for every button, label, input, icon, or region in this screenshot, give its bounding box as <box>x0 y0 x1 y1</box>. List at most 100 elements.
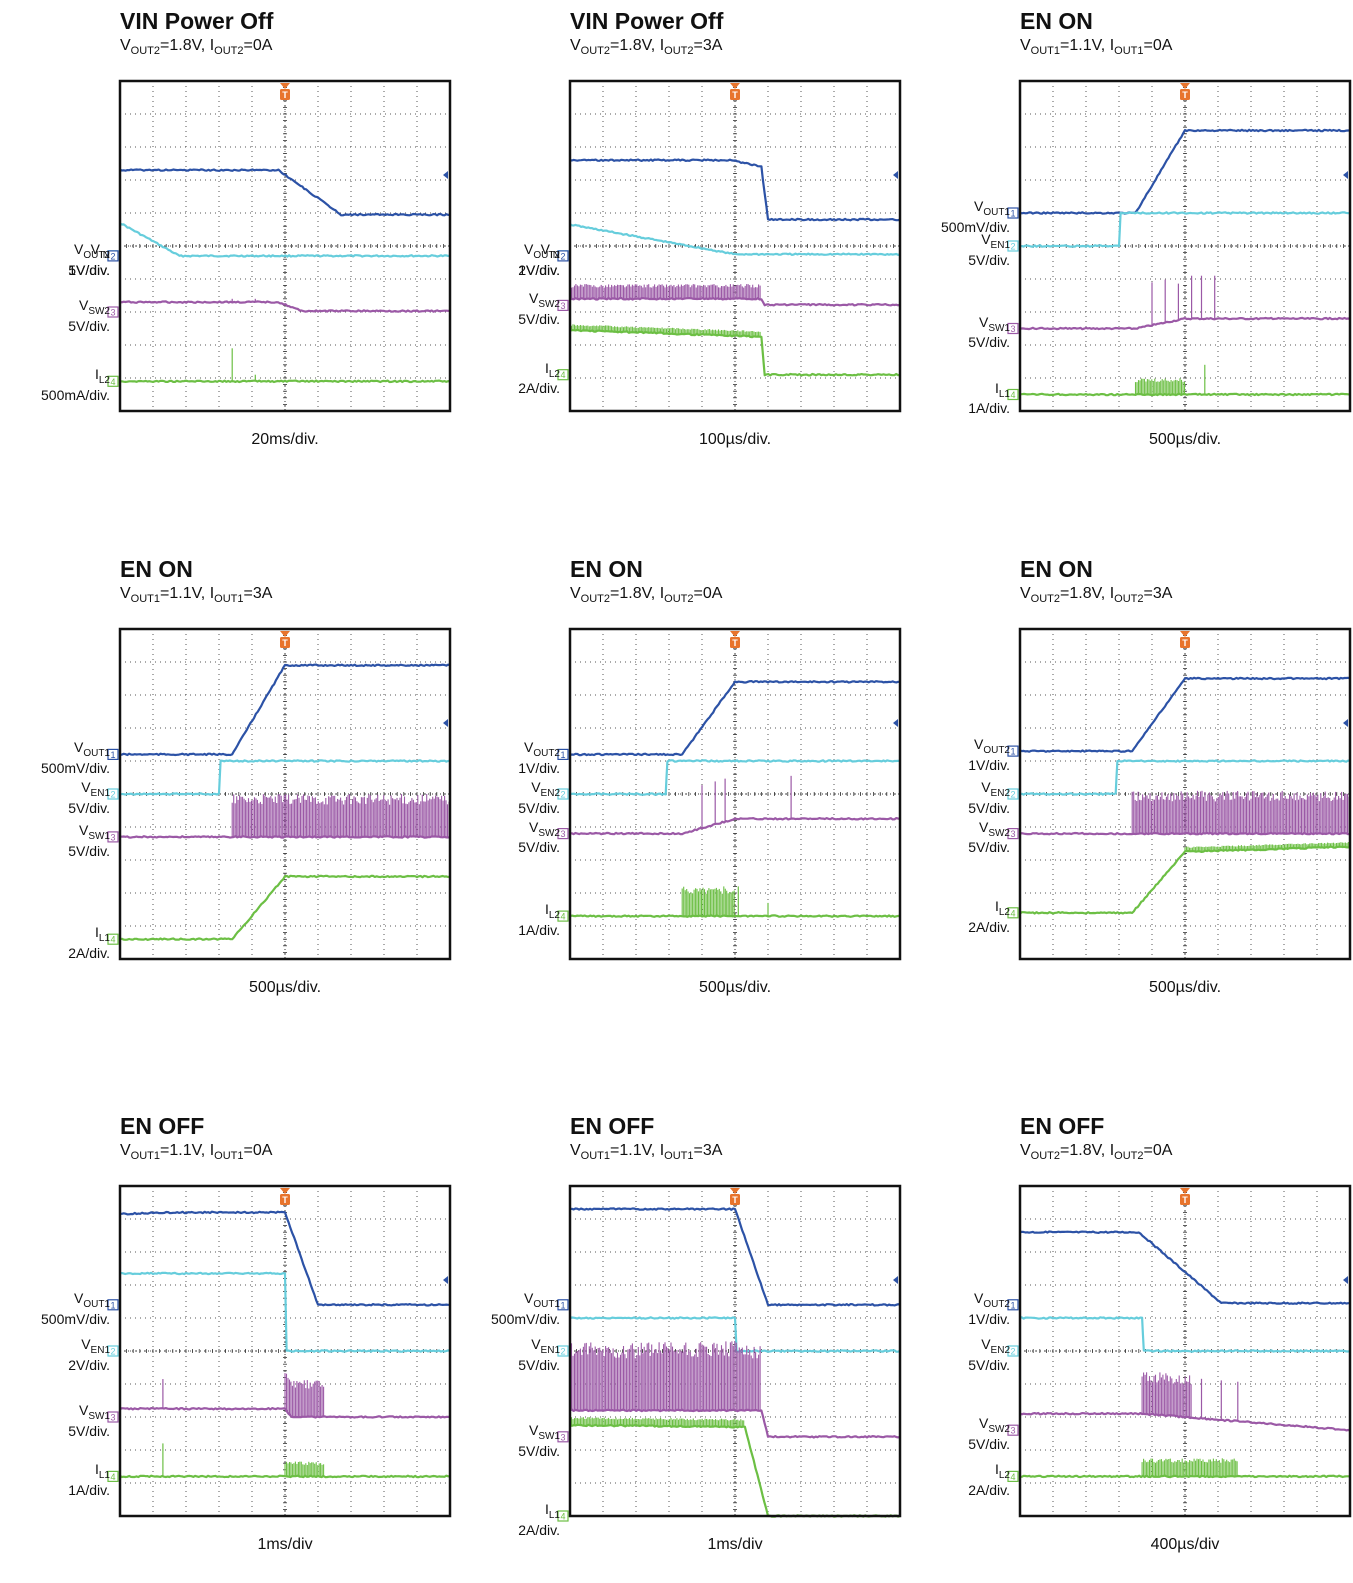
channel-label: IL1 1A/div. <box>68 1462 110 1498</box>
channel-scale: 2A/div. <box>518 381 560 396</box>
channel-scale: 500mV/div. <box>41 1312 110 1327</box>
channel-number: 3 <box>560 1432 565 1442</box>
channel-number: 2 <box>560 1347 565 1357</box>
trigger-marker: T <box>280 83 290 100</box>
channel-number: 1 <box>1010 747 1015 757</box>
timebase-label: 1ms/div <box>570 1536 900 1554</box>
channel-number: 4 <box>110 1472 115 1482</box>
channel-scale: 1V/div. <box>968 758 1010 773</box>
channel-name: VOUT1 <box>524 1290 560 1306</box>
channel-scale: 1V/div. <box>968 1312 1010 1327</box>
channel-number: 3 <box>1010 1426 1015 1436</box>
trigger-level-marker <box>1343 1276 1348 1284</box>
channel-name: VSW1 <box>79 822 110 838</box>
channel-number: 3 <box>560 829 565 839</box>
channel-number: 1 <box>110 1300 115 1310</box>
channel-number: 2 <box>110 1347 115 1357</box>
channel-name: IL2 <box>995 1461 1010 1477</box>
channel-label: IL2 2A/div. <box>518 361 560 397</box>
channel-name: IL2 <box>545 901 560 917</box>
timebase-label: 20ms/div. <box>120 431 450 449</box>
channel-number: 2 <box>110 790 115 800</box>
trigger-level-marker <box>443 719 448 727</box>
channel-name: IL1 <box>95 1461 110 1477</box>
channel-scale: 1A/div. <box>518 923 560 938</box>
channel-name: VSW2 <box>529 290 560 306</box>
channel-name: VEN1 <box>531 1336 560 1352</box>
channel-name: VSW1 <box>79 1402 110 1418</box>
timebase-label: 100µs/div. <box>570 431 900 449</box>
channel-label: VOUT1 500mV/div. <box>491 1291 560 1327</box>
trigger-level-marker <box>443 171 448 179</box>
channel-number: 1 <box>110 750 115 760</box>
channel-number: 4 <box>560 370 565 380</box>
trigger-marker: T <box>730 1188 740 1205</box>
trace-line <box>1020 318 1350 329</box>
trace-il1 <box>120 1443 450 1477</box>
channel-name: VSW2 <box>529 819 560 835</box>
channel-label: IL2 1A/div. <box>518 902 560 938</box>
channel-number: 2 <box>1010 1347 1015 1357</box>
channel-name: IL1 <box>995 380 1010 396</box>
channel-scale: 2A/div. <box>518 1523 560 1538</box>
channel-number: 2 <box>1010 242 1015 252</box>
channel-name: VOUT1 <box>74 739 110 755</box>
trace-line <box>570 915 900 916</box>
channel-scale: 5V/div. <box>968 840 1010 855</box>
channel-name: VEN2 <box>531 779 560 795</box>
channel-scale: 2V/div. <box>518 263 560 278</box>
timebase-label: 1ms/div <box>120 1536 450 1554</box>
channel-label: VOUT1 500mV/div. <box>41 1291 110 1327</box>
grid <box>570 81 901 412</box>
trigger-marker: T <box>280 1188 290 1205</box>
channel-name: VOUT1 <box>74 1290 110 1306</box>
channel-scale: 1A/div. <box>68 1483 110 1498</box>
channel-number: 4 <box>110 377 115 387</box>
channel-name: IL2 <box>995 898 1010 914</box>
channel-name: VEN2 <box>981 779 1010 795</box>
channel-scale: 5V/div. <box>518 801 560 816</box>
channel-number: 3 <box>110 308 115 318</box>
trace-il2 <box>1020 1458 1350 1477</box>
channel-scale: 5V/div. <box>518 1444 560 1459</box>
channel-scale: 1V/div. <box>518 761 560 776</box>
channel-name: VEN1 <box>81 779 110 795</box>
trigger-level-marker <box>443 1276 448 1284</box>
grid <box>120 81 451 412</box>
channel-label: VEN2 5V/div. <box>518 780 560 816</box>
trace-vsw2 <box>570 284 900 305</box>
channel-number: 4 <box>110 935 115 945</box>
trigger-level-marker <box>893 171 898 179</box>
timebase-label: 400µs/div <box>1020 1536 1350 1554</box>
channel-scale: 500mA/div. <box>41 388 110 403</box>
channel-number: 3 <box>1010 829 1015 839</box>
trigger-marker: T <box>1180 83 1190 100</box>
channel-scale: 2A/div. <box>968 1483 1010 1498</box>
channel-name: VOUT2 <box>974 1290 1010 1306</box>
channel-name: IL1 <box>545 1501 560 1517</box>
channel-number: 1 <box>560 1300 565 1310</box>
channel-number: 3 <box>560 301 565 311</box>
channel-scale: 500mV/div. <box>491 1312 560 1327</box>
channel-name: VOUT2 <box>524 739 560 755</box>
channel-name: VSW2 <box>79 297 110 313</box>
channel-name: IL2 <box>545 360 560 376</box>
